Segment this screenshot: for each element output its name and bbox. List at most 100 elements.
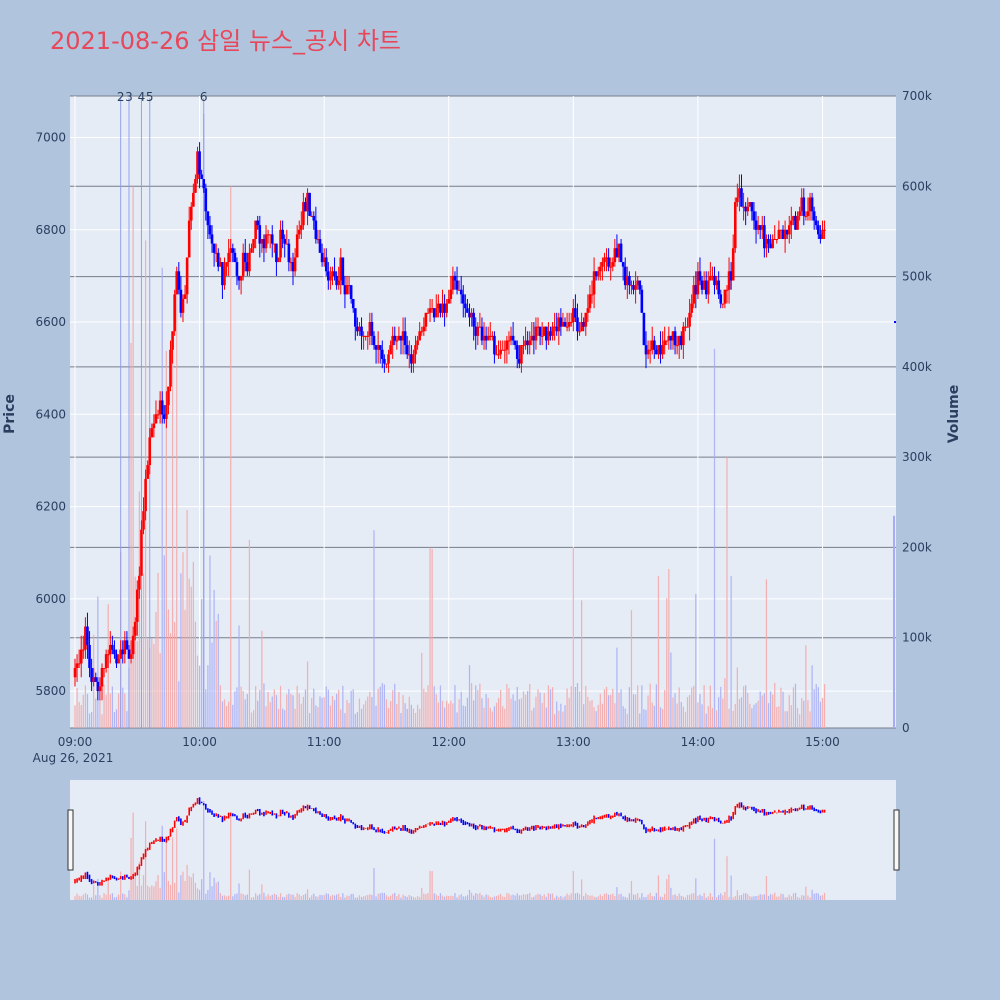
nav-volume-bar [668, 874, 670, 900]
candle-body [640, 289, 644, 313]
candle-body [314, 220, 318, 240]
candle-body [144, 478, 147, 512]
candle-body [264, 234, 268, 249]
candle-body [511, 335, 515, 341]
volume-bar [325, 686, 327, 728]
nav-volume-bar [495, 895, 498, 900]
candle-body [221, 262, 224, 286]
candle-body [387, 354, 390, 364]
volume-bar [257, 700, 259, 728]
volume-bar [574, 687, 577, 728]
time-tick-label: 14:00 [681, 735, 716, 749]
range-slider[interactable] [70, 780, 896, 900]
nav-volume-bar [720, 893, 722, 900]
candle-body [713, 275, 716, 286]
candle-body [420, 331, 424, 333]
nav-volume-bar [99, 895, 101, 900]
nav-volume-bar [527, 894, 529, 900]
candle-body [706, 280, 710, 295]
volume-bar [155, 612, 157, 728]
candle-body [372, 335, 376, 346]
nav-volume-bar [817, 893, 819, 900]
nav-volume-bar [298, 894, 300, 900]
nav-volume-bar [566, 893, 568, 900]
nav-volume-bar [657, 875, 660, 900]
volume-bar [799, 714, 801, 728]
volume-bar [273, 689, 275, 728]
nav-volume-bar [587, 894, 589, 900]
candle-body [486, 335, 490, 341]
nav-volume-bar [240, 893, 242, 900]
nav-volume-bar [477, 893, 479, 900]
candle-body [108, 644, 112, 655]
nav-volume-bar [732, 897, 734, 900]
volume-bar [535, 696, 537, 728]
candle-body [530, 335, 534, 341]
nav-volume-bar [140, 885, 143, 900]
volume-bar [651, 702, 653, 728]
nav-volume-bar [740, 895, 743, 900]
nav-volume-bar [392, 893, 394, 900]
volume-bar [78, 701, 80, 728]
candle-body [449, 289, 453, 299]
candle-body [252, 239, 255, 249]
nav-volume-bar [674, 894, 676, 900]
candle-body [441, 303, 444, 313]
candle-body [329, 275, 332, 281]
candle-body [721, 303, 725, 305]
candle-body [752, 211, 756, 221]
candle-body [407, 354, 411, 356]
candle-body [266, 234, 270, 236]
volume-bar [653, 705, 655, 728]
candle-body [677, 335, 681, 346]
volume-bar [601, 703, 604, 728]
volume-bar [246, 694, 248, 728]
volume-bar [167, 609, 170, 728]
nav-volume-bar [155, 881, 157, 900]
volume-bar [277, 708, 280, 728]
nav-volume-bar [101, 897, 103, 900]
volume-bar [423, 688, 425, 728]
candle-body [790, 220, 793, 226]
nav-volume-bar [186, 864, 188, 900]
range-slider-left-handle[interactable] [67, 809, 74, 871]
candle-body [422, 326, 426, 332]
volume-bar [551, 687, 554, 728]
nav-volume-bar [607, 894, 610, 900]
volume-bar [159, 653, 161, 728]
range-slider-right-handle[interactable] [893, 809, 900, 871]
candle-body [574, 308, 577, 318]
volume-bar [661, 709, 664, 728]
candle-body [297, 229, 301, 235]
volume-bar [670, 652, 672, 728]
candle-body [447, 298, 451, 304]
volume-bar [724, 678, 726, 728]
main-plot-area[interactable] [70, 96, 896, 728]
volume-bar [715, 710, 718, 728]
volume-bar [86, 693, 89, 728]
nav-volume-bar [74, 896, 76, 900]
nav-volume-bar [632, 894, 635, 900]
volume-tick-label: 100k [902, 631, 932, 645]
nav-volume-bar [466, 895, 469, 900]
candle-body [154, 414, 158, 424]
nav-volume-bar [610, 894, 612, 900]
volume-bar [171, 339, 174, 728]
candle-body [823, 229, 826, 231]
annotation-lines [120, 98, 205, 728]
candle-body [763, 225, 766, 249]
nav-volume-bar [306, 889, 309, 900]
candle-body [746, 206, 750, 212]
candle-body [133, 621, 137, 636]
volume-bar [439, 685, 442, 728]
volume-bar [313, 688, 315, 728]
nav-volume-bar [402, 894, 404, 900]
candle-body [702, 280, 706, 290]
nav-volume-bar [539, 894, 541, 900]
nav-volume-bar [342, 893, 344, 900]
nav-volume-bar [774, 892, 776, 900]
nav-volume-bar [242, 894, 244, 900]
volume-bar [381, 682, 383, 728]
candle-body [403, 331, 407, 346]
nav-volume-bar [313, 893, 315, 900]
